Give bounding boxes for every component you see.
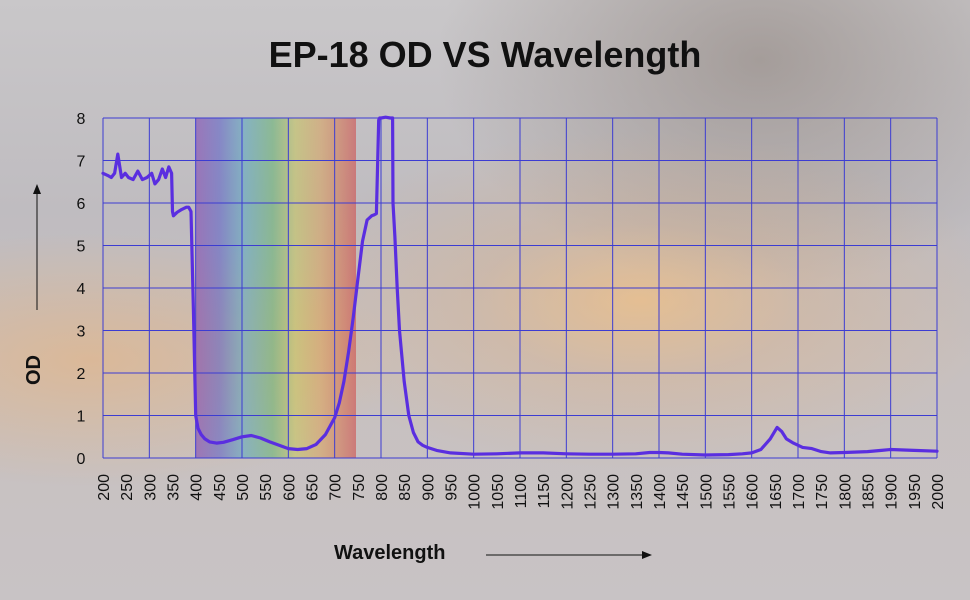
x-tick-label: 1100 bbox=[513, 474, 530, 509]
y-tick-label: 0 bbox=[77, 451, 86, 468]
x-tick-label: 1350 bbox=[629, 474, 646, 510]
y-tick-label: 4 bbox=[77, 281, 86, 298]
x-tick-label: 300 bbox=[142, 474, 159, 501]
x-tick-label: 1750 bbox=[814, 474, 831, 510]
x-axis-label: Wavelength bbox=[334, 542, 446, 564]
x-tick-label: 1950 bbox=[907, 474, 924, 510]
y-tick-label: 6 bbox=[77, 196, 86, 213]
x-tick-label: 1850 bbox=[861, 474, 878, 510]
x-tick-label: 1650 bbox=[768, 474, 785, 510]
y-tick-label: 2 bbox=[77, 366, 86, 383]
x-tick-label: 1400 bbox=[652, 474, 669, 510]
x-tick-label: 600 bbox=[281, 474, 298, 501]
series-line bbox=[101, 115, 939, 457]
x-tick-label: 400 bbox=[189, 474, 206, 501]
x-tick-label: 800 bbox=[374, 474, 391, 501]
x-tick-label: 1800 bbox=[837, 474, 854, 510]
x-tick-label: 1150 bbox=[536, 474, 553, 509]
x-tick-label: 650 bbox=[305, 474, 322, 501]
x-tick-label: 350 bbox=[166, 474, 183, 501]
x-tick-label: 1050 bbox=[490, 474, 507, 510]
x-tick-label: 1200 bbox=[559, 474, 576, 510]
x-tick-label: 200 bbox=[96, 474, 113, 501]
chart-title: EP-18 OD VS Wavelength bbox=[268, 34, 702, 75]
x-tick-label: 1900 bbox=[884, 474, 901, 510]
x-tick-label: 1300 bbox=[606, 474, 623, 510]
x-tick-label: 550 bbox=[258, 474, 275, 501]
x-tick-label: 750 bbox=[351, 474, 368, 501]
x-axis-arrowhead bbox=[642, 551, 652, 559]
x-tick-label: 1550 bbox=[722, 474, 739, 510]
x-tick-label: 500 bbox=[235, 474, 252, 501]
y-tick-label: 1 bbox=[77, 409, 86, 426]
y-tick-label: 7 bbox=[77, 154, 86, 171]
x-tick-label: 1250 bbox=[583, 474, 600, 510]
x-tick-label: 450 bbox=[212, 474, 229, 501]
y-tick-labels: 0 1 2 3 4 5 6 7 8 bbox=[77, 111, 86, 468]
x-tick-label: 1500 bbox=[698, 474, 715, 510]
y-tick-label: 5 bbox=[77, 239, 86, 256]
x-tick-label: 250 bbox=[119, 474, 136, 501]
y-tick-label: 3 bbox=[77, 324, 86, 341]
x-tick-label: 700 bbox=[328, 474, 345, 501]
x-tick-label: 950 bbox=[444, 474, 461, 501]
x-tick-label: 2000 bbox=[930, 474, 947, 510]
x-tick-label: 1600 bbox=[745, 474, 762, 510]
x-tick-label: 1700 bbox=[791, 474, 808, 510]
y-axis-arrowhead bbox=[33, 184, 41, 194]
x-tick-label: 900 bbox=[420, 474, 437, 501]
x-tick-label: 1000 bbox=[467, 474, 484, 510]
x-tick-label: 850 bbox=[397, 474, 414, 501]
x-tick-labels: 200 250 300 350 400 450 500 550 600 650 700 750 800 8… bbox=[96, 474, 947, 510]
x-tick-label: 1450 bbox=[675, 474, 692, 510]
grid bbox=[102, 117, 938, 459]
y-tick-label: 8 bbox=[77, 111, 86, 128]
y-axis-label: OD bbox=[23, 355, 45, 385]
